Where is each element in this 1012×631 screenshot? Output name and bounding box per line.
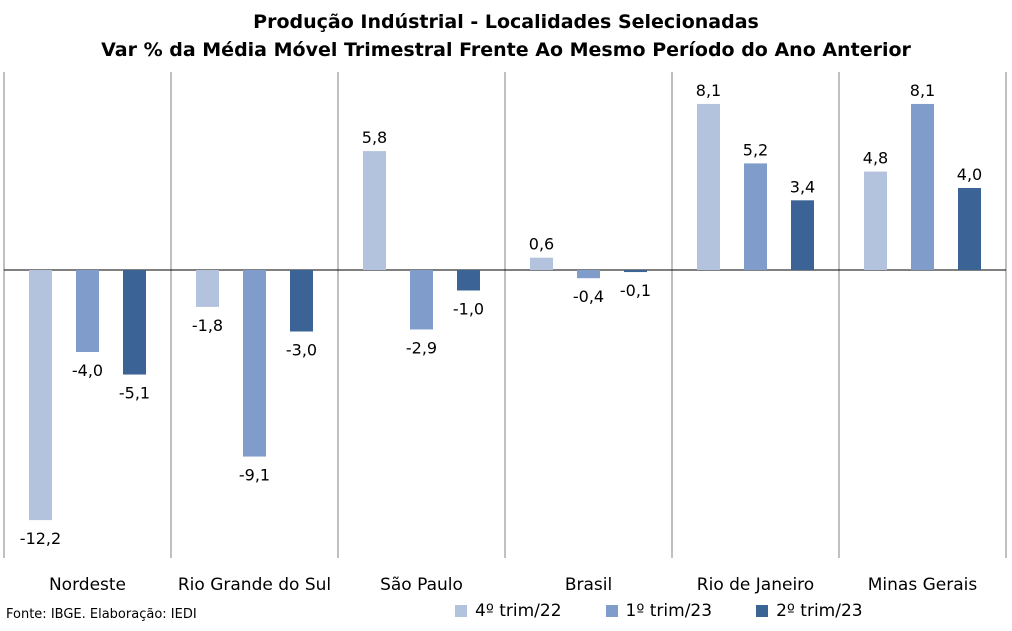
bar-nordeste-series-2 bbox=[76, 270, 99, 352]
data-label: 3,4 bbox=[790, 177, 815, 196]
chart-subtitle: Var % da Média Móvel Trimestral Frente A… bbox=[101, 39, 911, 61]
bar-minas-gerais-series-2 bbox=[911, 103, 934, 270]
legend-swatch-series-3 bbox=[756, 605, 769, 617]
bar-são-paulo-series-2 bbox=[410, 270, 433, 330]
legend: 4º trim/22 1º trim/23 2º trim/23 bbox=[455, 601, 907, 621]
bar-rio-grande-do-sul-series-2 bbox=[243, 270, 266, 457]
data-label: 4,8 bbox=[863, 149, 888, 168]
legend-item-series-2: 1º trim/23 bbox=[605, 601, 713, 621]
data-label: -1,8 bbox=[192, 316, 223, 335]
bar-nordeste-series-3 bbox=[123, 270, 146, 375]
data-label: -0,1 bbox=[620, 281, 651, 300]
bar-são-paulo-series-3 bbox=[457, 270, 480, 291]
data-label: 4,0 bbox=[957, 165, 982, 184]
data-label: -0,4 bbox=[573, 287, 604, 306]
category-label: São Paulo bbox=[380, 575, 463, 595]
data-label: -5,1 bbox=[119, 384, 150, 403]
bar-nordeste-series-1 bbox=[29, 270, 52, 521]
data-label: -1,0 bbox=[453, 300, 484, 319]
legend-swatch-series-2 bbox=[605, 605, 618, 617]
bar-brasil-series-2 bbox=[577, 270, 600, 279]
legend-label-series-3: 2º trim/23 bbox=[776, 601, 863, 621]
bar-rio-de-janeiro-series-2 bbox=[744, 163, 767, 270]
bar-minas-gerais-series-1 bbox=[864, 171, 887, 270]
bar-chart: -12,2 -4,0 -5,1 Nordeste -1,8 -9,1 -3,0 Rio Gra… bbox=[3, 72, 1007, 595]
chart-title: Produção Indústrial - Localidades Seleci… bbox=[253, 11, 759, 33]
data-label: 0,6 bbox=[529, 235, 554, 254]
data-label: -12,2 bbox=[20, 529, 61, 548]
legend-label-series-1: 4º trim/22 bbox=[475, 601, 562, 621]
category-label: Rio de Janeiro bbox=[697, 575, 814, 595]
bar-rio-grande-do-sul-series-1 bbox=[196, 270, 219, 307]
bar-são-paulo-series-1 bbox=[363, 151, 386, 270]
category-label: Nordeste bbox=[49, 575, 126, 595]
data-label: -9,1 bbox=[239, 466, 270, 485]
data-label: 5,2 bbox=[743, 140, 768, 159]
data-label: -3,0 bbox=[286, 341, 317, 360]
bar-rio-de-janeiro-series-1 bbox=[697, 103, 720, 270]
legend-item-series-1: 4º trim/22 bbox=[455, 601, 562, 621]
category-label: Rio Grande do Sul bbox=[178, 575, 331, 595]
bar-rio-de-janeiro-series-3 bbox=[791, 200, 814, 270]
bar-brasil-series-3 bbox=[624, 270, 647, 273]
bar-rio-grande-do-sul-series-3 bbox=[290, 270, 313, 332]
data-label: 8,1 bbox=[910, 81, 935, 100]
legend-item-series-3: 2º trim/23 bbox=[756, 601, 863, 621]
bar-minas-gerais-series-3 bbox=[958, 188, 981, 270]
data-label: -4,0 bbox=[72, 361, 103, 380]
data-label: 5,8 bbox=[362, 128, 387, 147]
source-note: Fonte: IBGE. Elaboração: IEDI bbox=[6, 607, 197, 622]
category-label: Brasil bbox=[565, 575, 612, 595]
legend-label-series-2: 1º trim/23 bbox=[625, 601, 713, 621]
legend-swatch-series-1 bbox=[455, 605, 467, 617]
data-label: -2,9 bbox=[406, 338, 437, 357]
data-label: 8,1 bbox=[696, 81, 721, 100]
bar-brasil-series-1 bbox=[530, 257, 553, 270]
category-label: Minas Gerais bbox=[868, 575, 978, 595]
